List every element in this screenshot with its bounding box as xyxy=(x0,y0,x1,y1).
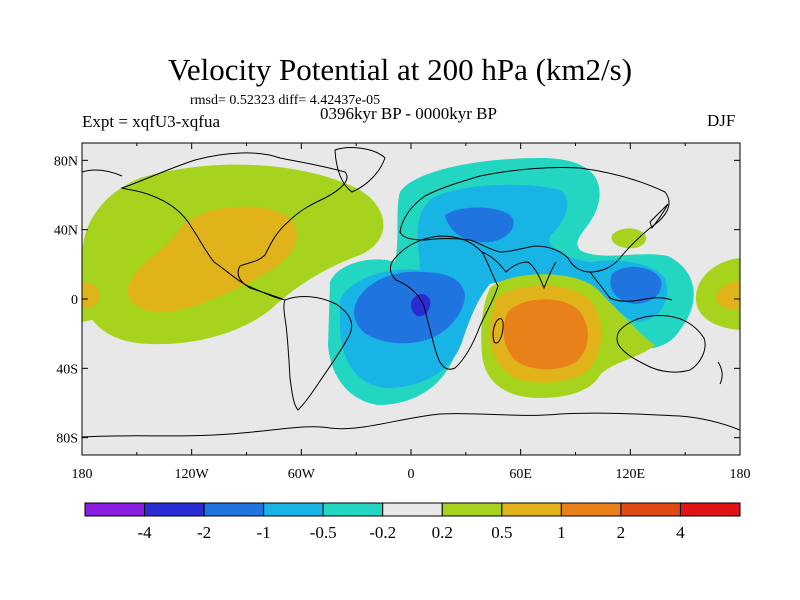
contour-positive-indian-core xyxy=(503,299,588,370)
colorbar-box xyxy=(203,502,265,517)
contour-positive-pacific-left xyxy=(82,269,119,322)
contour-fill xyxy=(82,158,740,405)
period-label: 0396kyr BP - 0000kyr BP xyxy=(320,104,497,123)
colorbar-label: -4 xyxy=(137,523,152,542)
x-tick-label: 0 xyxy=(408,467,415,482)
colorbar-box xyxy=(560,502,622,517)
contour-negative-maritime xyxy=(610,266,662,304)
colorbar-box xyxy=(382,502,443,517)
colorbar-box xyxy=(501,502,562,517)
coastline-se-asia xyxy=(589,271,673,302)
contour-negative-eurasia xyxy=(445,207,514,243)
contour-negative-level3 xyxy=(354,271,465,344)
coastline-madagascar xyxy=(492,318,504,344)
coastline-arabia-india xyxy=(481,251,557,290)
chart-title: Velocity Potential at 200 hPa (km2/s) xyxy=(167,52,633,87)
experiment-label: Expt = xqfU3-xqfua xyxy=(82,112,221,131)
coastlines xyxy=(82,147,740,438)
colorbar-box xyxy=(679,502,741,517)
colorbar-label: -1 xyxy=(257,523,271,542)
colorbar-box xyxy=(84,502,146,517)
colorbar-label: 2 xyxy=(617,523,626,542)
x-tick-label: 180 xyxy=(730,467,751,482)
x-tick-label: 120W xyxy=(175,467,210,482)
colorbar-box xyxy=(620,502,681,517)
contour-positive-pacific-right-inner xyxy=(716,280,740,310)
y-tick-label: 80N xyxy=(54,154,78,169)
colorbar-label: -2 xyxy=(197,523,211,542)
coastline-antarctica xyxy=(82,412,740,438)
colorbar-box xyxy=(322,502,384,517)
coastline-australia xyxy=(616,315,706,373)
coastline-japan xyxy=(649,203,669,230)
contour-positive-east-asia xyxy=(611,228,647,249)
coastline-greenland xyxy=(334,147,386,193)
coastline-south-america xyxy=(283,296,353,411)
colorbar-box xyxy=(441,502,503,517)
colorbar-label: 4 xyxy=(676,523,685,542)
stats-label: rmsd= 0.52323 diff= 4.42437e-05 xyxy=(190,93,381,108)
colorbar-label: -0.5 xyxy=(310,523,337,542)
colorbar-box xyxy=(144,502,205,517)
x-tick-label: 180 xyxy=(72,467,93,482)
coastline-new-zealand xyxy=(717,361,723,385)
y-tick-label: 0 xyxy=(71,293,78,308)
contour-positive-pacific-left-inner xyxy=(82,282,100,308)
colorbar-box xyxy=(263,502,324,517)
colorbar-label: -0.2 xyxy=(369,523,396,542)
y-tick-label: 40S xyxy=(56,362,78,377)
x-tick-label: 60E xyxy=(509,467,532,482)
coastline-eurasia xyxy=(399,166,670,273)
colorbar-label: 0.2 xyxy=(432,523,453,542)
season-label: DJF xyxy=(707,111,736,130)
axes: 180 120W 60W 0 60E 120E 180 80N 40N 0 40S 80S xyxy=(54,143,751,482)
colorbar: -4 -2 -1 -0.5 -0.2 0.2 0.5 1 2 4 xyxy=(84,502,741,542)
coastline-alaska xyxy=(82,169,123,177)
coastline-north-america xyxy=(120,152,348,301)
map-area: 180 120W 60W 0 60E 120E 180 80N 40N 0 40S 80S xyxy=(54,142,751,482)
colorbar-label: 0.5 xyxy=(491,523,512,542)
x-tick-label: 120E xyxy=(616,467,646,482)
x-tick-label: 60W xyxy=(288,467,316,482)
y-tick-label: 40N xyxy=(54,224,78,239)
colorbar-label: 1 xyxy=(557,523,566,542)
y-tick-label: 80S xyxy=(56,432,78,447)
